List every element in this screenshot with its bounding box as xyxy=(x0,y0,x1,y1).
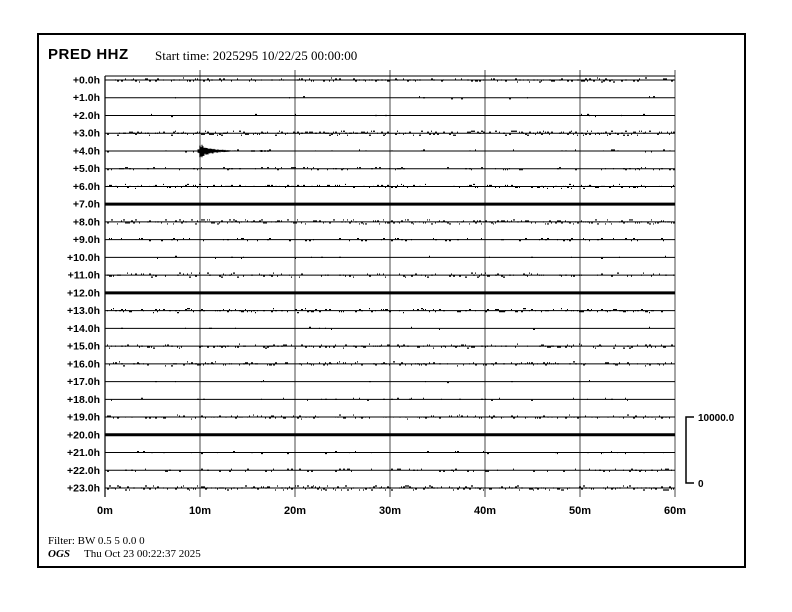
trace-noise xyxy=(107,272,674,278)
minute-tick-label: 20m xyxy=(284,505,306,517)
hour-row-label: +14.0h xyxy=(67,323,100,335)
hour-row-label: +21.0h xyxy=(67,447,100,459)
trace-noise xyxy=(137,450,664,455)
amplitude-scale-bracket xyxy=(685,416,694,484)
agency-label: OGS xyxy=(48,548,71,560)
amplitude-max-label: 10000.0 xyxy=(698,413,735,424)
hour-row-label: +6.0h xyxy=(73,181,100,193)
hour-row-label: +11.0h xyxy=(68,270,100,282)
trace-row xyxy=(105,397,675,401)
trace-row xyxy=(105,308,675,314)
hour-row-label: +1.0h xyxy=(73,92,100,104)
hour-row-label: +17.0h xyxy=(67,376,100,388)
trace-row xyxy=(105,96,675,100)
hour-row-label: +22.0h xyxy=(67,465,100,477)
generated-timestamp-label: Thu Oct 23 00:22:37 2025 xyxy=(84,548,201,560)
hour-row-label: +8.0h xyxy=(73,216,100,228)
minute-tick-label: 50m xyxy=(569,505,591,517)
trace-row xyxy=(105,485,675,491)
trace-row xyxy=(105,255,675,259)
trace-noise xyxy=(107,468,672,472)
trace-noise xyxy=(109,238,664,242)
trace-noise xyxy=(121,326,650,330)
page-border xyxy=(37,33,746,568)
hour-row-label: +20.0h xyxy=(67,429,100,441)
trace-row xyxy=(105,326,675,330)
trace-row xyxy=(105,130,675,136)
trace-row xyxy=(105,361,675,367)
trace-noise xyxy=(109,361,672,367)
trace-noise xyxy=(107,308,663,314)
minute-tick-label: 10m xyxy=(189,505,211,517)
trace-row xyxy=(105,450,675,455)
hour-row-label: +7.0h xyxy=(73,199,100,211)
minute-tick-label: 60m xyxy=(664,505,686,517)
hour-row-label: +3.0h xyxy=(73,128,100,140)
trace-noise xyxy=(107,485,674,491)
trace-noise xyxy=(175,96,655,100)
hour-row-label: +10.0h xyxy=(67,252,100,264)
trace-noise xyxy=(107,183,674,190)
hour-row-label: +2.0h xyxy=(73,110,100,122)
hour-row-label: +12.0h xyxy=(67,287,100,299)
trace-noise xyxy=(151,113,645,118)
trace-row xyxy=(105,77,675,83)
trace-row xyxy=(105,219,675,225)
trace-noise xyxy=(115,77,674,83)
trace-row xyxy=(105,468,675,472)
hour-row-label: +4.0h xyxy=(73,145,100,157)
start-time-label: Start time: 2025295 10/22/25 00:00:00 xyxy=(155,48,358,63)
trace-noise xyxy=(107,130,675,136)
trace-noise xyxy=(107,219,675,225)
trace-row xyxy=(105,167,675,171)
filter-label: Filter: BW 0.5 5 0.0 0 xyxy=(48,535,145,547)
trace-row xyxy=(105,343,675,349)
trace-noise xyxy=(107,343,673,349)
trace-noise xyxy=(111,397,628,401)
trace-noise xyxy=(155,379,590,384)
hour-row-label: +13.0h xyxy=(67,305,100,317)
hour-row-label: +18.0h xyxy=(67,394,100,406)
trace-row xyxy=(105,414,675,420)
trace-noise xyxy=(157,255,666,259)
seismic-event-waveform xyxy=(197,144,269,158)
minute-tick-label: 30m xyxy=(379,505,401,517)
minute-tick-label: 0m xyxy=(97,505,113,517)
minute-tick-label: 40m xyxy=(474,505,496,517)
hour-row-label: +15.0h xyxy=(67,341,100,353)
trace-noise xyxy=(107,414,670,420)
trace-row xyxy=(105,379,675,384)
hour-row-label: +19.0h xyxy=(67,412,100,424)
amplitude-min-label: 0 xyxy=(698,479,704,490)
footer-line: OGS Thu Oct 23 00:22:37 2025 xyxy=(48,548,201,560)
trace-noise xyxy=(107,149,671,153)
trace-row xyxy=(105,272,675,278)
trace-row xyxy=(105,113,675,118)
hour-row-label: +0.0h xyxy=(73,75,100,87)
hour-row-label: +16.0h xyxy=(67,358,100,370)
hour-row-label: +9.0h xyxy=(73,234,100,246)
station-channel-label: PRED HHZ xyxy=(48,46,129,63)
hour-row-label: +23.0h xyxy=(67,483,100,495)
hour-row-label: +5.0h xyxy=(73,163,100,175)
trace-row xyxy=(105,238,675,242)
trace-row xyxy=(105,183,675,190)
trace-noise xyxy=(107,167,675,171)
